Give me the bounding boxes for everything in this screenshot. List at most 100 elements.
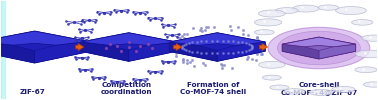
Bar	[1, 1, 3, 99]
Bar	[1, 1, 3, 99]
Polygon shape	[0, 31, 88, 45]
Ellipse shape	[277, 31, 360, 65]
Bar	[1, 1, 3, 99]
Bar	[2, 1, 4, 99]
Bar	[1, 1, 3, 99]
Bar	[2, 1, 4, 99]
Bar	[2, 1, 3, 99]
Bar	[3, 1, 5, 99]
Bar	[2, 1, 3, 99]
Bar	[2, 1, 4, 99]
Bar	[2, 1, 4, 99]
Bar	[2, 1, 4, 99]
Polygon shape	[319, 44, 356, 59]
Bar	[1, 1, 3, 99]
Bar	[2, 1, 3, 99]
Bar	[2, 1, 4, 99]
Bar	[2, 1, 4, 99]
Polygon shape	[169, 42, 217, 61]
Bar	[2, 1, 3, 99]
Bar	[2, 1, 3, 99]
Bar	[2, 1, 4, 99]
Circle shape	[309, 89, 332, 95]
Bar	[2, 1, 4, 99]
Bar	[1, 1, 3, 99]
Bar	[2, 1, 4, 99]
Bar	[1, 1, 3, 99]
Bar	[2, 1, 4, 99]
Bar	[2, 1, 3, 99]
Bar	[2, 1, 4, 99]
Bar	[2, 1, 4, 99]
Bar	[2, 1, 3, 99]
Bar	[2, 1, 3, 99]
Bar	[2, 1, 3, 99]
Bar	[2, 1, 4, 99]
Circle shape	[259, 10, 285, 17]
Bar	[3, 1, 5, 99]
Bar	[1, 1, 3, 99]
Bar	[2, 1, 3, 99]
Bar	[1, 1, 3, 99]
Bar	[1, 1, 3, 99]
Bar	[1, 1, 3, 99]
Bar	[2, 1, 4, 99]
Bar	[2, 1, 3, 99]
Bar	[1, 1, 3, 99]
Bar	[1, 1, 3, 99]
Bar	[2, 1, 4, 99]
Bar	[2, 1, 3, 99]
Circle shape	[332, 86, 355, 93]
Bar	[2, 1, 4, 99]
Bar	[1, 1, 3, 99]
Bar	[2, 1, 4, 99]
Bar	[1, 1, 3, 99]
Circle shape	[254, 19, 282, 26]
Bar	[2, 1, 4, 99]
Bar	[1, 1, 3, 99]
Bar	[2, 1, 4, 99]
Polygon shape	[129, 42, 177, 61]
Bar	[2, 1, 3, 99]
Bar	[1, 1, 3, 99]
Bar	[3, 1, 5, 99]
Polygon shape	[282, 37, 356, 59]
Bar	[1, 1, 3, 99]
Bar	[2, 1, 3, 99]
Bar	[3, 1, 5, 99]
Bar	[2, 1, 4, 99]
Bar	[2, 1, 3, 99]
Bar	[1, 1, 3, 99]
Bar	[2, 1, 4, 99]
Bar	[2, 1, 4, 99]
Bar	[2, 1, 3, 99]
Bar	[2, 1, 4, 99]
Bar	[1, 1, 3, 99]
Circle shape	[254, 30, 274, 35]
Bar	[1, 1, 3, 99]
Polygon shape	[282, 37, 356, 47]
Bar	[1, 1, 3, 99]
Bar	[1, 1, 3, 99]
Bar	[2, 1, 3, 99]
Bar	[2, 1, 4, 99]
Ellipse shape	[268, 27, 370, 69]
Bar	[2, 1, 3, 99]
Bar	[2, 1, 4, 99]
Bar	[1, 1, 3, 99]
Bar	[3, 1, 5, 99]
Circle shape	[318, 5, 339, 10]
Bar	[2, 1, 4, 99]
Bar	[2, 1, 4, 99]
Bar	[2, 1, 3, 99]
Bar	[1, 1, 3, 99]
Bar	[1, 1, 3, 99]
Bar	[2, 1, 4, 99]
Bar	[1, 1, 3, 99]
Bar	[1, 1, 3, 99]
Bar	[1, 1, 3, 99]
Bar	[2, 1, 4, 99]
Bar	[2, 1, 3, 99]
Bar	[1, 1, 3, 99]
Bar	[2, 1, 4, 99]
